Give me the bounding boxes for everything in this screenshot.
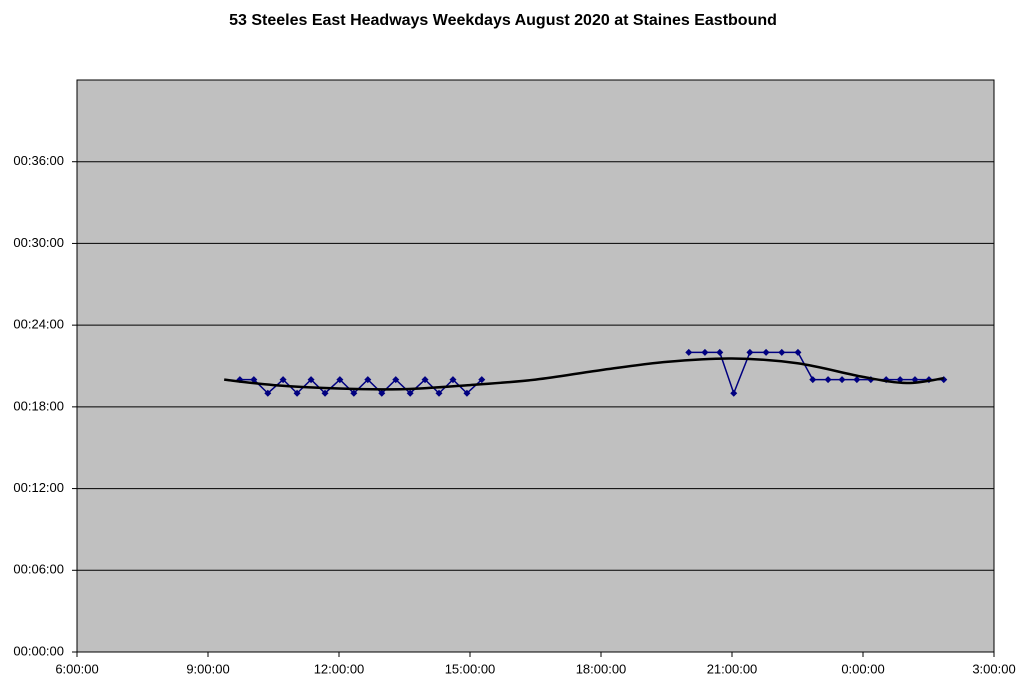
data-point xyxy=(279,376,287,384)
x-tick-label: 3:00:00 xyxy=(972,661,1015,676)
data-point xyxy=(449,376,457,384)
x-tick-label: 21:00:00 xyxy=(707,661,758,676)
data-point xyxy=(762,348,770,356)
data-point xyxy=(463,389,471,397)
data-point xyxy=(701,348,709,356)
x-tick-label: 18:00:00 xyxy=(576,661,627,676)
data-point xyxy=(264,389,272,397)
y-tick-label: 00:30:00 xyxy=(13,235,64,250)
y-tick-label: 00:06:00 xyxy=(13,562,64,577)
data-point xyxy=(794,348,802,356)
data-point xyxy=(250,376,258,384)
data-point xyxy=(406,389,414,397)
data-point xyxy=(336,376,344,384)
data-point xyxy=(392,376,400,384)
data-point xyxy=(853,376,861,384)
y-tick-label: 00:12:00 xyxy=(13,480,64,495)
data-point xyxy=(685,348,693,356)
data-point xyxy=(746,348,754,356)
x-tick-label: 15:00:00 xyxy=(445,661,496,676)
data-point xyxy=(730,389,738,397)
x-tick-label: 12:00:00 xyxy=(314,661,365,676)
data-point xyxy=(478,376,486,384)
data-point xyxy=(809,376,817,384)
x-tick-label: 0:00:00 xyxy=(841,661,884,676)
x-tick-label: 9:00:00 xyxy=(186,661,229,676)
y-tick-label: 00:18:00 xyxy=(13,398,64,413)
data-point xyxy=(350,389,358,397)
data-point xyxy=(364,376,372,384)
y-tick-label: 00:00:00 xyxy=(13,643,64,658)
data-point xyxy=(824,376,832,384)
chart-title: 53 Steeles East Headways Weekdays August… xyxy=(229,12,777,29)
plot-area xyxy=(76,79,995,653)
data-point xyxy=(307,376,315,384)
data-point xyxy=(321,389,329,397)
data-point xyxy=(838,376,846,384)
data-point xyxy=(435,389,443,397)
trend-line xyxy=(224,357,944,391)
data-point xyxy=(293,389,301,397)
y-tick-label: 00:24:00 xyxy=(13,317,64,332)
data-point xyxy=(378,389,386,397)
data-point xyxy=(421,376,429,384)
data-point xyxy=(716,348,724,356)
x-tick-label: 6:00:00 xyxy=(55,661,98,676)
y-tick-label: 00:36:00 xyxy=(13,153,64,168)
data-point xyxy=(778,348,786,356)
